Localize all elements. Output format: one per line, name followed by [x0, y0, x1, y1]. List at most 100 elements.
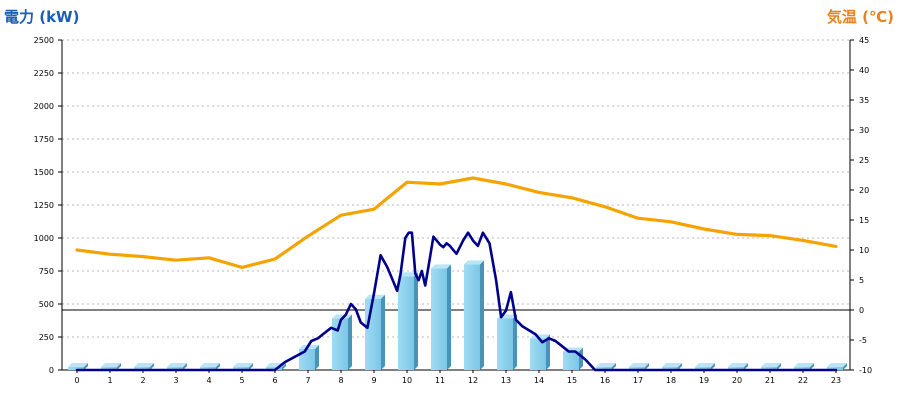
power-bar — [497, 314, 517, 370]
x-tick-label: 18 — [666, 376, 676, 385]
power-bars — [68, 260, 847, 370]
power-bar — [431, 264, 451, 370]
lines — [75, 176, 838, 372]
bar-side — [282, 363, 286, 370]
left-tick-label: 2250 — [34, 69, 54, 78]
x-tick-label: 4 — [206, 376, 211, 385]
left-tick-label: 1750 — [34, 135, 54, 144]
bar-top — [629, 363, 649, 367]
bar-front — [827, 367, 843, 370]
bar-front — [398, 276, 414, 370]
left-tick-label: 0 — [49, 366, 54, 375]
left-tick-label: 2500 — [34, 36, 54, 45]
left-tick-label: 2000 — [34, 102, 54, 111]
bar-front — [167, 367, 183, 370]
left-tick-label: 1500 — [34, 168, 54, 177]
right-tick-label: 20 — [859, 186, 869, 195]
bar-front — [464, 264, 480, 370]
bar-side — [216, 363, 220, 370]
right-tick-label: 10 — [859, 246, 869, 255]
bar-front — [233, 367, 249, 370]
power-bar — [662, 363, 682, 370]
bar-side — [810, 363, 814, 370]
bar-top — [794, 363, 814, 367]
bar-top — [101, 363, 121, 367]
bar-side — [414, 272, 418, 370]
bar-top — [695, 363, 715, 367]
right-tick-label: -10 — [859, 366, 872, 375]
x-tick-label: 1 — [107, 376, 112, 385]
power-bar — [68, 363, 88, 370]
left-axis-title: 電力 (kW) — [4, 8, 80, 26]
bar-front — [431, 268, 447, 370]
bar-top — [728, 363, 748, 367]
x-tick-label: 10 — [402, 376, 412, 385]
right-axis-title: 気温 (℃) — [826, 8, 894, 26]
bar-top — [233, 363, 253, 367]
bar-top — [68, 363, 88, 367]
right-tick-label: 40 — [859, 66, 869, 75]
bar-front — [68, 367, 84, 370]
x-tick-label: 11 — [435, 376, 445, 385]
bar-side — [480, 260, 484, 370]
bar-front — [134, 367, 150, 370]
bar-front — [101, 367, 117, 370]
bar-side — [612, 363, 616, 370]
power-bar — [728, 363, 748, 370]
bar-top — [200, 363, 220, 367]
power-bar — [827, 363, 847, 370]
bar-side — [117, 363, 121, 370]
power-bar — [794, 363, 814, 370]
bar-front — [794, 367, 810, 370]
x-tick-label: 0 — [74, 376, 79, 385]
x-tick-label: 19 — [699, 376, 709, 385]
bar-front — [629, 367, 645, 370]
bar-top — [167, 363, 187, 367]
bar-top — [134, 363, 154, 367]
right-tick-label: 5 — [859, 276, 864, 285]
bar-side — [249, 363, 253, 370]
x-tick-label: 9 — [371, 376, 376, 385]
bar-front — [596, 367, 612, 370]
right-tick-label: 45 — [859, 36, 869, 45]
bar-top — [464, 260, 484, 265]
power-bar — [695, 363, 715, 370]
bar-side — [843, 363, 847, 370]
right-tick-label: 25 — [859, 156, 869, 165]
x-tick-label: 16 — [600, 376, 610, 385]
x-tick-label: 2 — [140, 376, 145, 385]
x-tick-label: 15 — [567, 376, 577, 385]
bar-side — [447, 264, 451, 370]
bar-side — [315, 344, 319, 370]
bar-top — [398, 272, 418, 277]
x-tick-label: 5 — [239, 376, 244, 385]
x-tick-label: 23 — [831, 376, 841, 385]
bar-front — [563, 351, 579, 370]
power-bar — [332, 314, 352, 370]
bar-side — [645, 363, 649, 370]
bar-side — [711, 363, 715, 370]
bar-side — [84, 363, 88, 370]
bar-side — [348, 314, 352, 370]
bar-side — [381, 294, 385, 370]
right-tick-label: 30 — [859, 126, 869, 135]
x-tick-label: 20 — [732, 376, 742, 385]
bar-front — [695, 367, 711, 370]
bar-side — [513, 314, 517, 370]
left-tick-label: 1000 — [34, 234, 54, 243]
bar-front — [728, 367, 744, 370]
bar-front — [761, 367, 777, 370]
x-tick-label: 12 — [468, 376, 478, 385]
axes — [58, 39, 854, 373]
power-bar — [530, 334, 550, 370]
bar-front — [266, 367, 282, 370]
bar-side — [678, 363, 682, 370]
right-tick-label: 35 — [859, 96, 869, 105]
power-bar — [464, 260, 484, 370]
x-tick-label: 6 — [272, 376, 277, 385]
right-tick-label: -5 — [859, 336, 867, 345]
power-bar — [629, 363, 649, 370]
bar-top — [596, 363, 616, 367]
bar-side — [183, 363, 187, 370]
